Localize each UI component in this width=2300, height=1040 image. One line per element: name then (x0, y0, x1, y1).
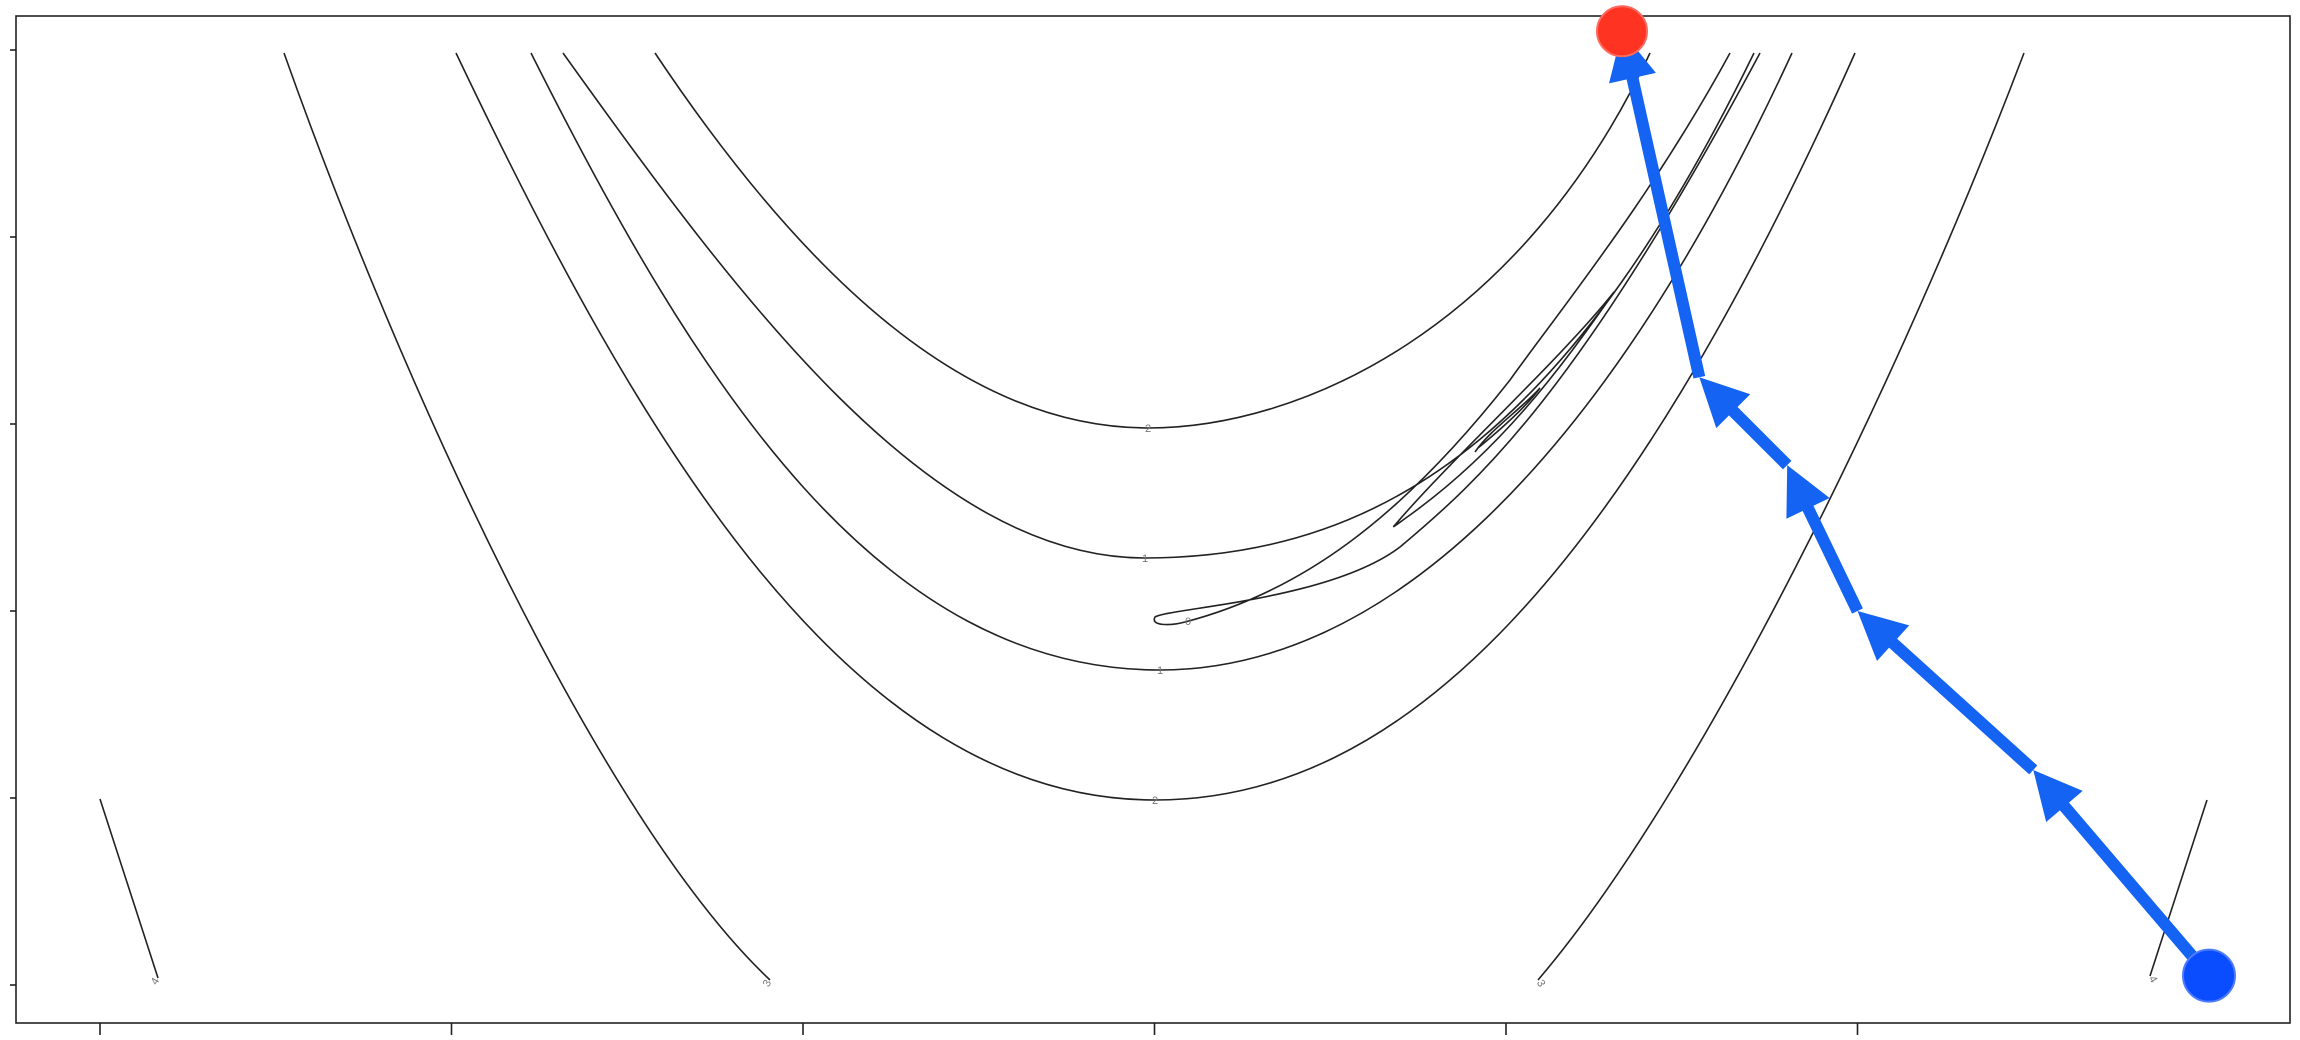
contour-line-2 (654, 52, 1651, 429)
contour-line-1 (562, 52, 1755, 559)
path-step-line (1886, 636, 2038, 775)
contour-label-3: 3 (1534, 978, 1547, 989)
contour-line-1 (530, 52, 1793, 671)
path-step-line (1625, 72, 1706, 379)
path-step-head (1699, 377, 1751, 429)
path-step-arrow (1786, 465, 1863, 614)
path-step-head (1786, 465, 1830, 519)
path-step-arrow (2033, 769, 2214, 980)
plot-frame (15, 15, 2291, 1024)
contour-label-2: 2 (1145, 423, 1151, 435)
contour-label-0: 0 (1185, 616, 1191, 628)
contour-line-0 (1153, 52, 1761, 626)
path-step-head (2033, 769, 2083, 823)
path-step-line (1726, 404, 1792, 470)
contour-line-3 (283, 52, 771, 981)
contour-line-3 (1537, 52, 2025, 981)
contour-line-4 (99, 798, 159, 979)
path-step-line (1800, 502, 1863, 614)
contour-label-4: 4 (149, 976, 162, 987)
contour-line-0 (1392, 291, 1615, 528)
contour-line-0 (1474, 387, 1541, 453)
contour-label-1: 1 (1157, 665, 1163, 677)
start-point (2182, 948, 2236, 1003)
contour-line-4 (2149, 799, 2208, 977)
contour-label-4: 4 (2146, 974, 2159, 985)
path-step-head (1857, 611, 1910, 661)
path-step-arrow (1857, 611, 2038, 775)
contour-line-2 (455, 52, 1856, 801)
contour-label-2: 2 (1152, 795, 1158, 807)
end-point (1595, 5, 1648, 58)
path-step-arrow (1609, 31, 1706, 379)
path-step-line (2057, 799, 2214, 980)
contour-label-1: 1 (1142, 553, 1148, 565)
path-step-arrow (1699, 377, 1792, 470)
contour-label-3: 3 (761, 978, 774, 989)
